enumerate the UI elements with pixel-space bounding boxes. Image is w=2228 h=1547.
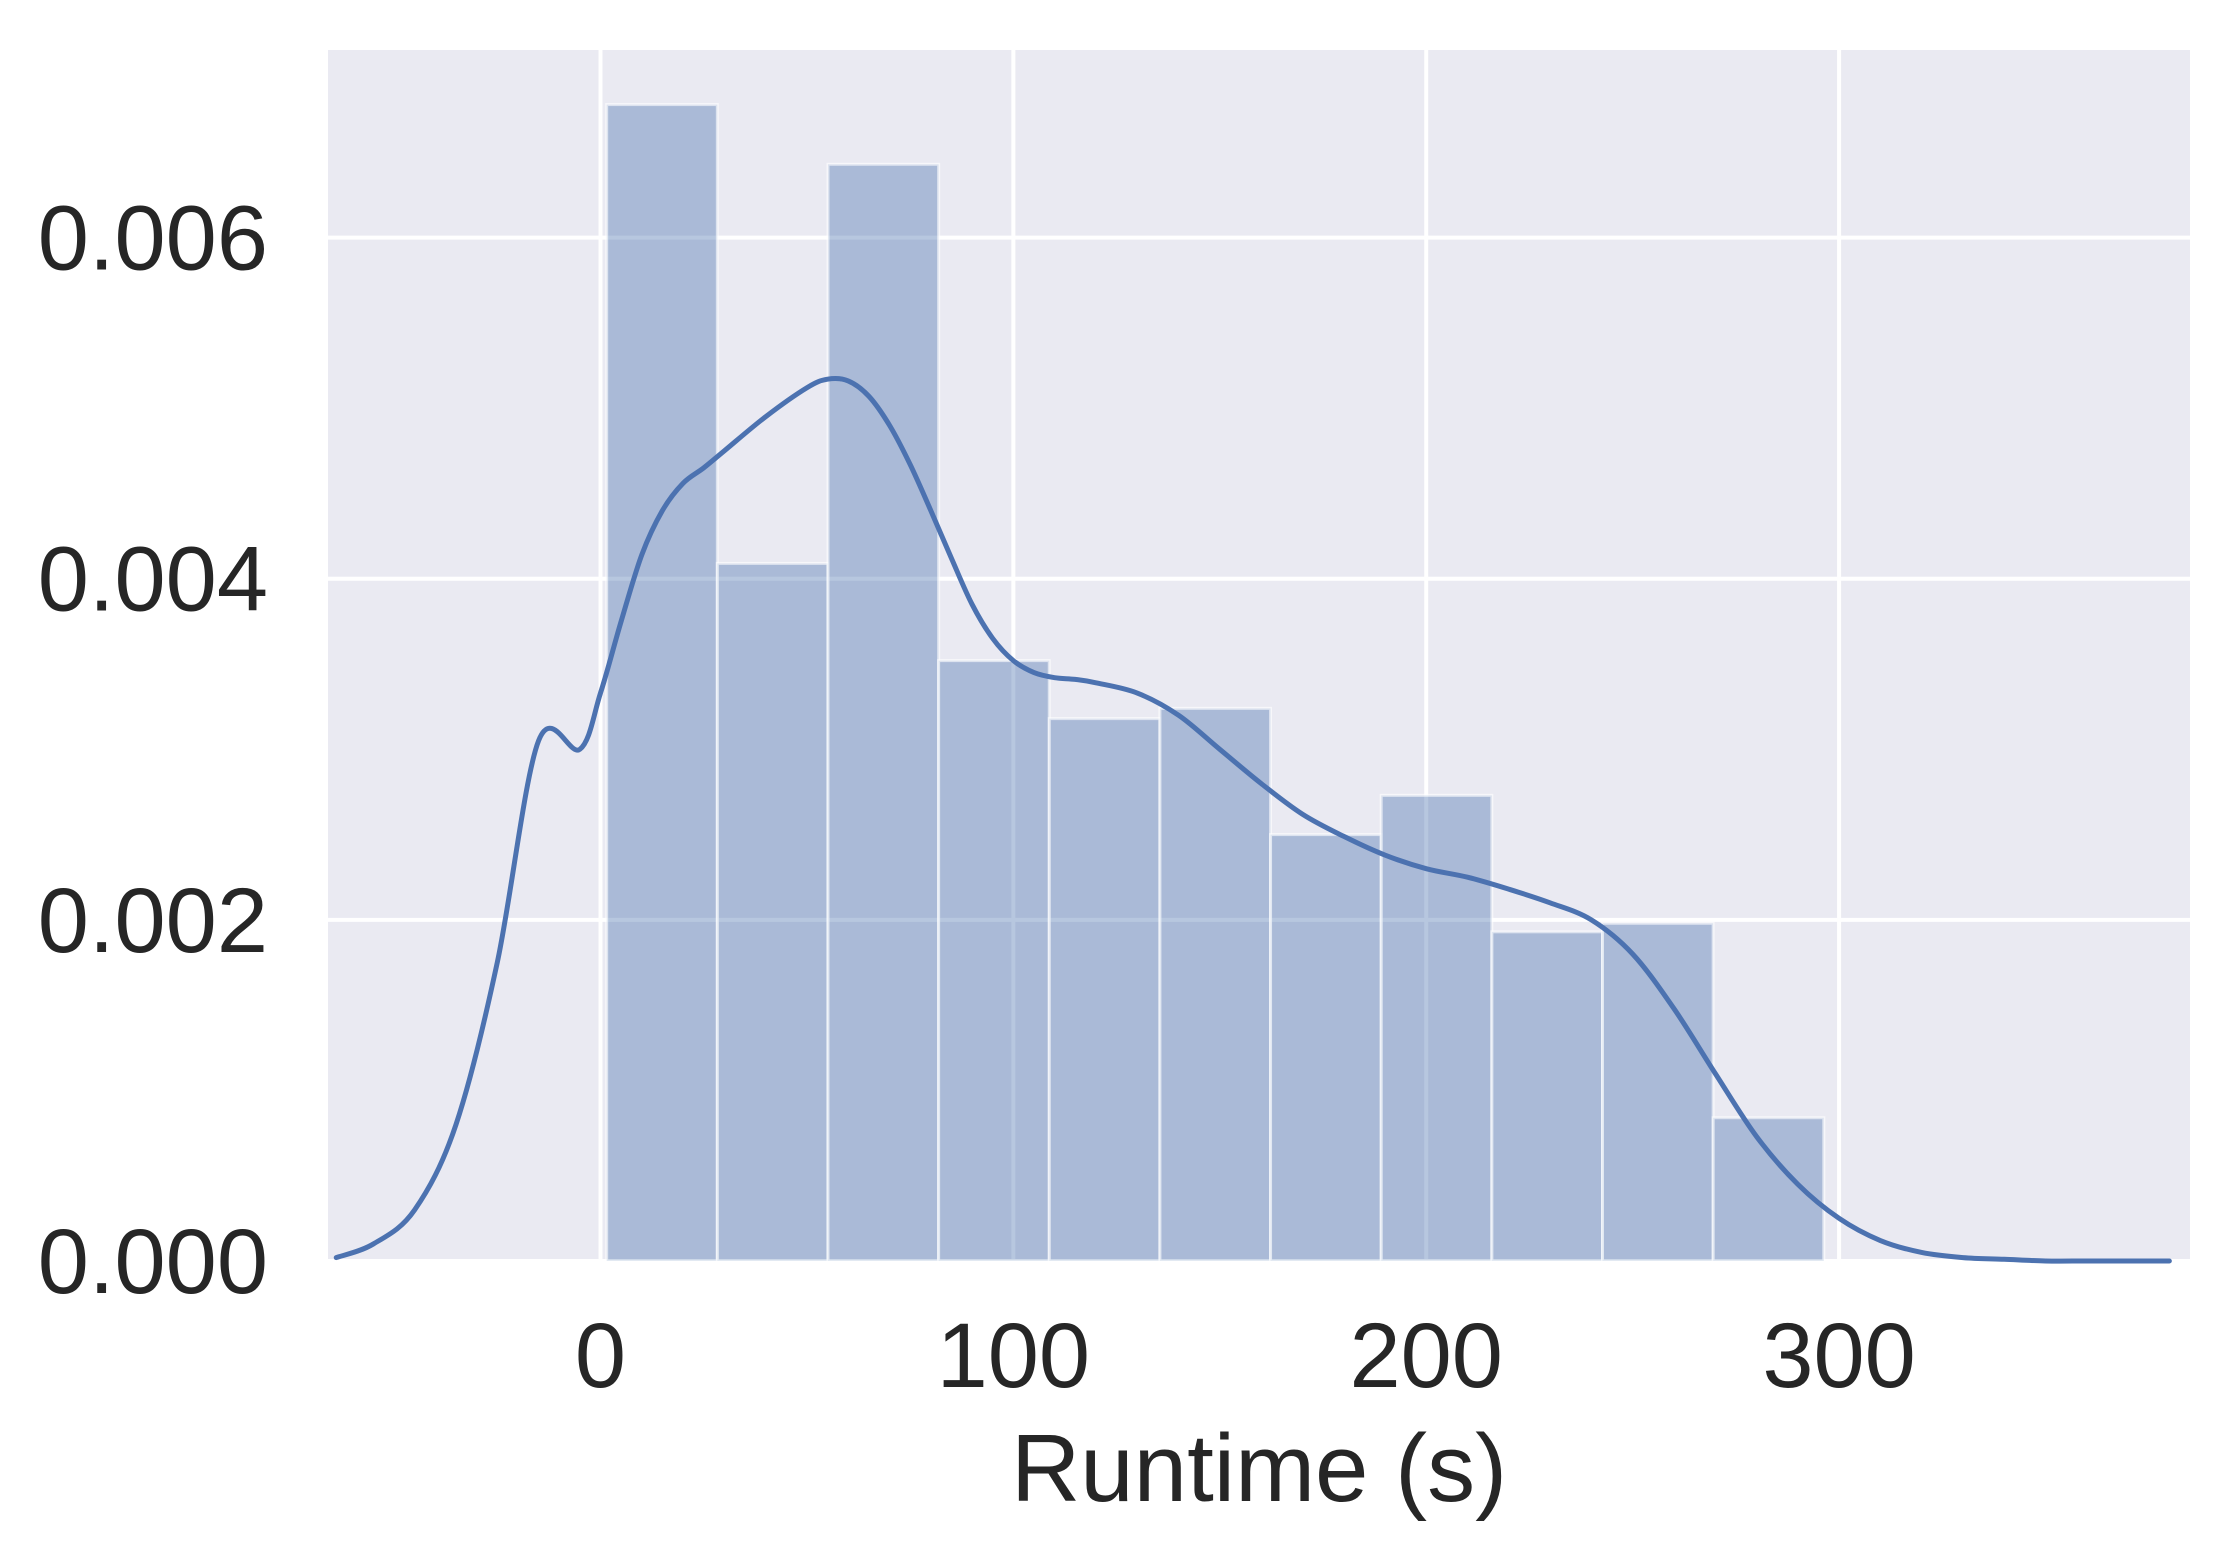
kde-curve-layer	[333, 375, 2172, 1264]
kde-curve	[333, 375, 2172, 1264]
gridlines	[328, 50, 2190, 1263]
histogram-bars	[605, 103, 1826, 1263]
histogram-bar-6	[1269, 833, 1383, 1263]
x-tick-label-2: 200	[1349, 1305, 1503, 1407]
y-tick-labels: 0.000 0.002 0.004 0.006	[38, 188, 268, 1313]
histogram-bar-5	[1158, 706, 1273, 1263]
x-tick-labels: 0 100 200 300	[575, 1305, 1916, 1407]
histogram-bar-7	[1379, 793, 1494, 1263]
y-tick-label-3: 0.006	[38, 188, 268, 290]
histogram-bar-3	[937, 659, 1051, 1263]
x-tick-label-0: 0	[575, 1305, 626, 1407]
y-tick-label-2: 0.004	[38, 529, 268, 631]
x-tick-label-1: 100	[937, 1305, 1091, 1407]
histogram-bar-8	[1490, 930, 1604, 1263]
histogram-bar-2	[826, 162, 941, 1263]
y-tick-label-1: 0.002	[38, 870, 268, 972]
histogram-bar-9	[1600, 921, 1715, 1263]
histogram-bar-0	[605, 103, 719, 1263]
y-tick-label-0: 0.000	[38, 1211, 268, 1313]
histogram-bar-10	[1711, 1116, 1826, 1263]
x-axis-label: Runtime (s)	[1011, 1415, 1507, 1522]
plot-area	[328, 50, 2190, 1261]
histogram-bar-1	[715, 561, 830, 1263]
x-tick-label-3: 300	[1762, 1305, 1916, 1407]
histogram-bar-4	[1047, 717, 1162, 1263]
